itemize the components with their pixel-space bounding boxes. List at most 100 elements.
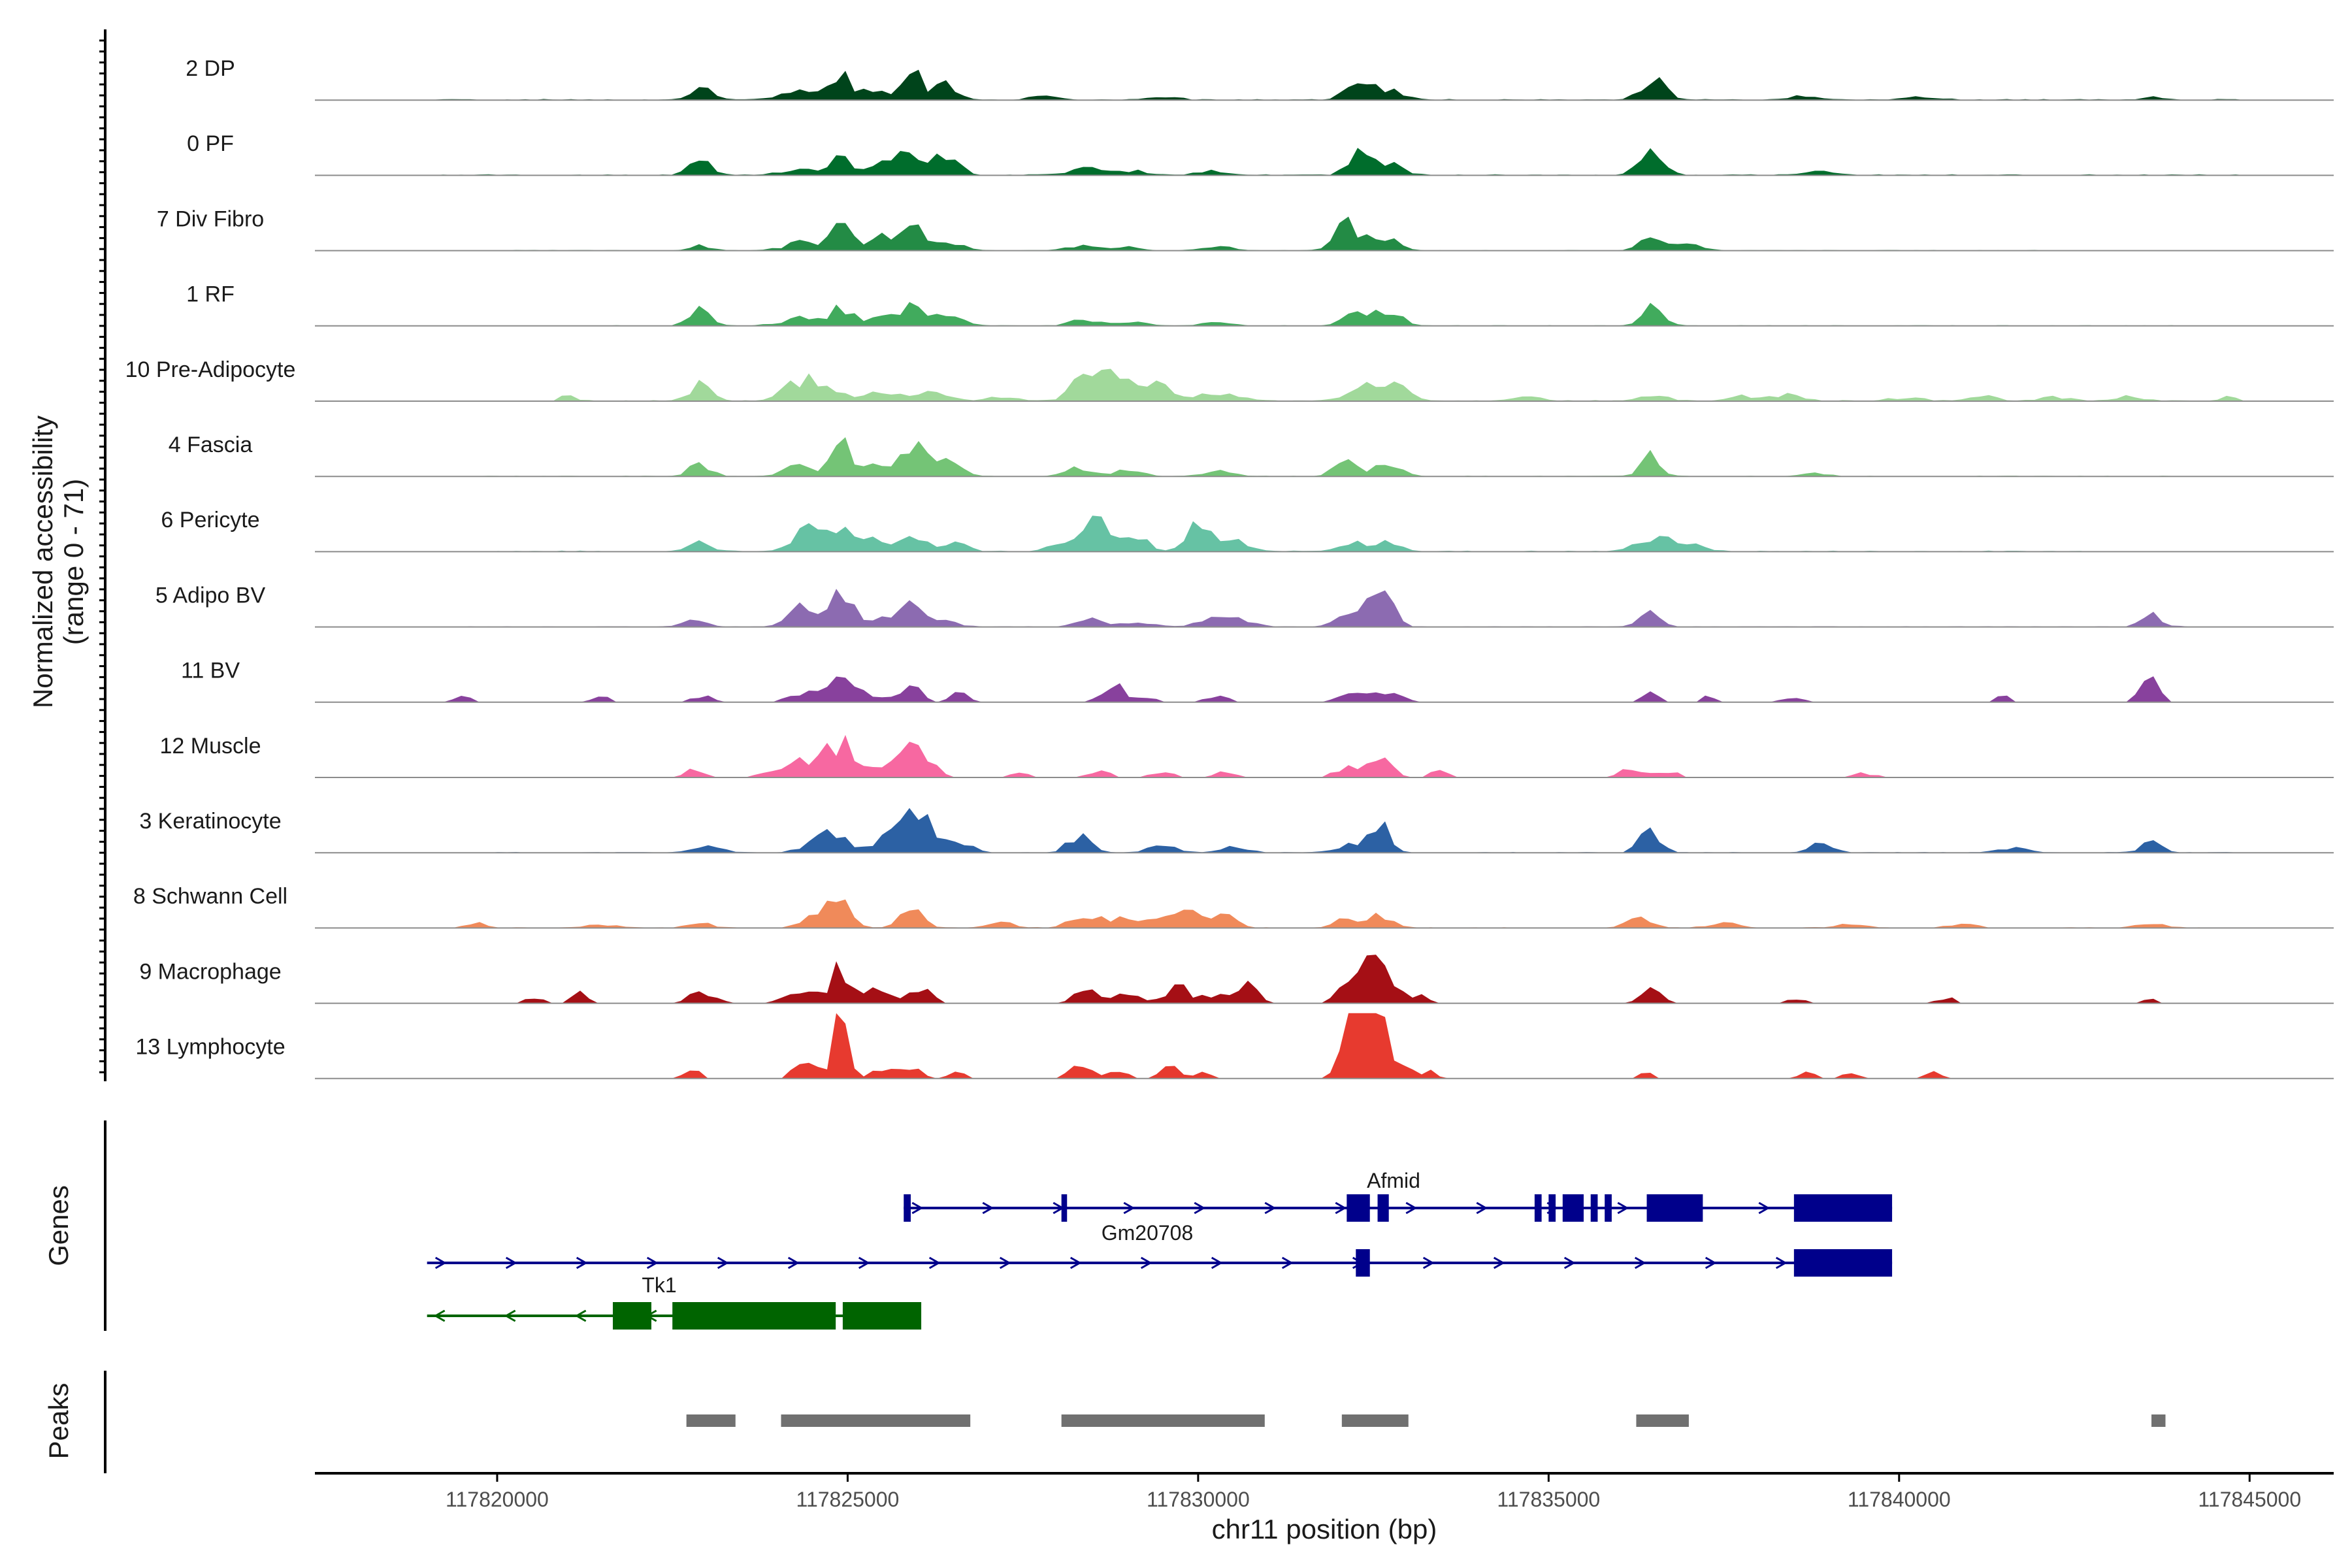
coverage-area bbox=[315, 734, 2334, 777]
x-axis-title: chr11 position (bp) bbox=[1212, 1514, 1437, 1544]
coverage-area bbox=[315, 437, 2334, 477]
gene-exon bbox=[1356, 1249, 1370, 1277]
coverage-area bbox=[315, 302, 2334, 326]
coverage-track: 13 Lymphocyte bbox=[135, 1013, 2334, 1079]
x-tick-label: 117840000 bbox=[1848, 1488, 1951, 1511]
strand-arrow bbox=[1335, 1201, 1347, 1215]
strand-arrow bbox=[1563, 1256, 1576, 1269]
gene-exon bbox=[1534, 1194, 1542, 1222]
strand-arrow bbox=[505, 1256, 517, 1269]
coverage-track: 9 Macrophage bbox=[139, 955, 2334, 1004]
strand-arrow bbox=[1281, 1256, 1294, 1269]
strand-arrow bbox=[1617, 1201, 1629, 1215]
gene-exon bbox=[1590, 1194, 1598, 1222]
peak-region bbox=[781, 1414, 971, 1427]
strand-arrow bbox=[858, 1256, 870, 1269]
coverage-track: 10 Pre-Adipocyte bbox=[125, 357, 2334, 402]
strand-arrow bbox=[646, 1256, 659, 1269]
strand-arrow bbox=[1493, 1256, 1505, 1269]
y-axis-title: Normalized accessibility bbox=[27, 416, 58, 708]
x-tick-label: 117835000 bbox=[1497, 1488, 1600, 1511]
peak-region bbox=[1341, 1414, 1409, 1427]
coverage-area bbox=[315, 1013, 2334, 1079]
strand-arrow bbox=[1758, 1201, 1771, 1215]
track-label: 3 Keratinocyte bbox=[139, 809, 281, 834]
coverage-track: 6 Pericyte bbox=[161, 508, 2334, 553]
strand-arrow bbox=[1775, 1256, 1788, 1269]
gene-exon bbox=[842, 1302, 897, 1330]
coverage-area bbox=[315, 808, 2334, 853]
strand-arrow bbox=[1476, 1201, 1488, 1215]
gene-exon bbox=[1646, 1194, 1703, 1222]
coverage-track: 1 RF bbox=[186, 282, 2334, 327]
coverage-track: 8 Schwann Cell bbox=[133, 884, 2334, 929]
coverage-track: 4 Fascia bbox=[169, 433, 2334, 478]
coverage-track: 5 Adipo BV bbox=[155, 583, 2334, 628]
gene-model: Afmid bbox=[904, 1169, 1893, 1222]
track-label: 0 PF bbox=[187, 131, 234, 156]
gene-exon bbox=[1347, 1194, 1370, 1222]
strand-arrow bbox=[1070, 1256, 1082, 1269]
coverage-track: 7 Div Fibro bbox=[157, 206, 2334, 252]
coverage-track: 12 Muscle bbox=[160, 734, 2334, 778]
peak-region bbox=[2151, 1414, 2166, 1427]
track-label: 13 Lymphocyte bbox=[135, 1035, 285, 1060]
track-label: 1 RF bbox=[186, 282, 235, 307]
track-label: 10 Pre-Adipocyte bbox=[125, 357, 296, 382]
track-label: 9 Macrophage bbox=[139, 959, 281, 984]
coverage-area bbox=[315, 368, 2334, 401]
strand-arrow bbox=[982, 1201, 994, 1215]
coverage-track: 3 Keratinocyte bbox=[139, 808, 2334, 854]
gene-model: Gm20708 bbox=[427, 1221, 1893, 1277]
gene-exon bbox=[1605, 1194, 1612, 1222]
strand-arrow bbox=[1140, 1256, 1152, 1269]
strand-arrow bbox=[1405, 1201, 1418, 1215]
track-label: 12 Muscle bbox=[160, 734, 261, 759]
gene-label: Afmid bbox=[1367, 1169, 1420, 1192]
strand-arrow bbox=[1123, 1201, 1135, 1215]
gene-exon bbox=[1793, 1249, 1893, 1277]
genes-panel: Genes Afmid Gm20708 Tk1 bbox=[43, 1120, 1893, 1331]
peaks-panel-title: Peaks bbox=[43, 1383, 74, 1460]
coverage-area bbox=[315, 216, 2334, 251]
strand-arrow bbox=[1211, 1256, 1223, 1269]
strand-arrow bbox=[434, 1256, 447, 1269]
peak-regions bbox=[686, 1414, 2166, 1427]
strand-arrow bbox=[1264, 1201, 1277, 1215]
coverage-track: 11 BV bbox=[181, 659, 2334, 703]
gene-exon bbox=[904, 1194, 911, 1222]
coverage-track: 0 PF bbox=[187, 131, 2334, 176]
strand-arrow bbox=[433, 1309, 446, 1322]
coverage-area bbox=[315, 589, 2334, 627]
peaks-panel: Peaks bbox=[43, 1371, 2166, 1473]
genes-panel-title: Genes bbox=[43, 1185, 74, 1266]
strand-arrow bbox=[911, 1201, 924, 1215]
gene-exon bbox=[1548, 1194, 1556, 1222]
track-label: 6 Pericyte bbox=[161, 508, 259, 532]
track-group: 2 DP 0 PF 7 Div Fibro 1 RF 10 Pre-Adipocyte 4… bbox=[125, 56, 2334, 1079]
gene-model: Tk1 bbox=[427, 1273, 922, 1330]
x-tick-label: 117825000 bbox=[796, 1488, 900, 1511]
x-axis: 117820000 117825000 117830000 117835000 1178… bbox=[315, 1472, 2334, 1544]
gene-label: Tk1 bbox=[642, 1273, 676, 1297]
x-tick-label: 117845000 bbox=[2198, 1488, 2301, 1511]
y-axis bbox=[99, 29, 106, 1081]
track-label: 11 BV bbox=[181, 659, 240, 683]
strand-arrow bbox=[928, 1256, 941, 1269]
peak-region bbox=[1061, 1414, 1265, 1427]
strand-arrow bbox=[717, 1256, 729, 1269]
strand-arrow bbox=[787, 1256, 800, 1269]
gene-exon bbox=[1377, 1194, 1389, 1222]
peak-region bbox=[686, 1414, 736, 1427]
x-tick-label: 117830000 bbox=[1147, 1488, 1250, 1511]
track-label: 5 Adipo BV bbox=[155, 583, 266, 608]
strand-arrow bbox=[1705, 1256, 1717, 1269]
gene-exon bbox=[1562, 1194, 1584, 1222]
track-label: 4 Fascia bbox=[169, 433, 253, 457]
coverage-area bbox=[315, 676, 2334, 702]
strand-arrow bbox=[1194, 1201, 1206, 1215]
y-axis-range-label: (range 0 - 71) bbox=[58, 479, 89, 645]
strand-arrow bbox=[574, 1309, 587, 1322]
